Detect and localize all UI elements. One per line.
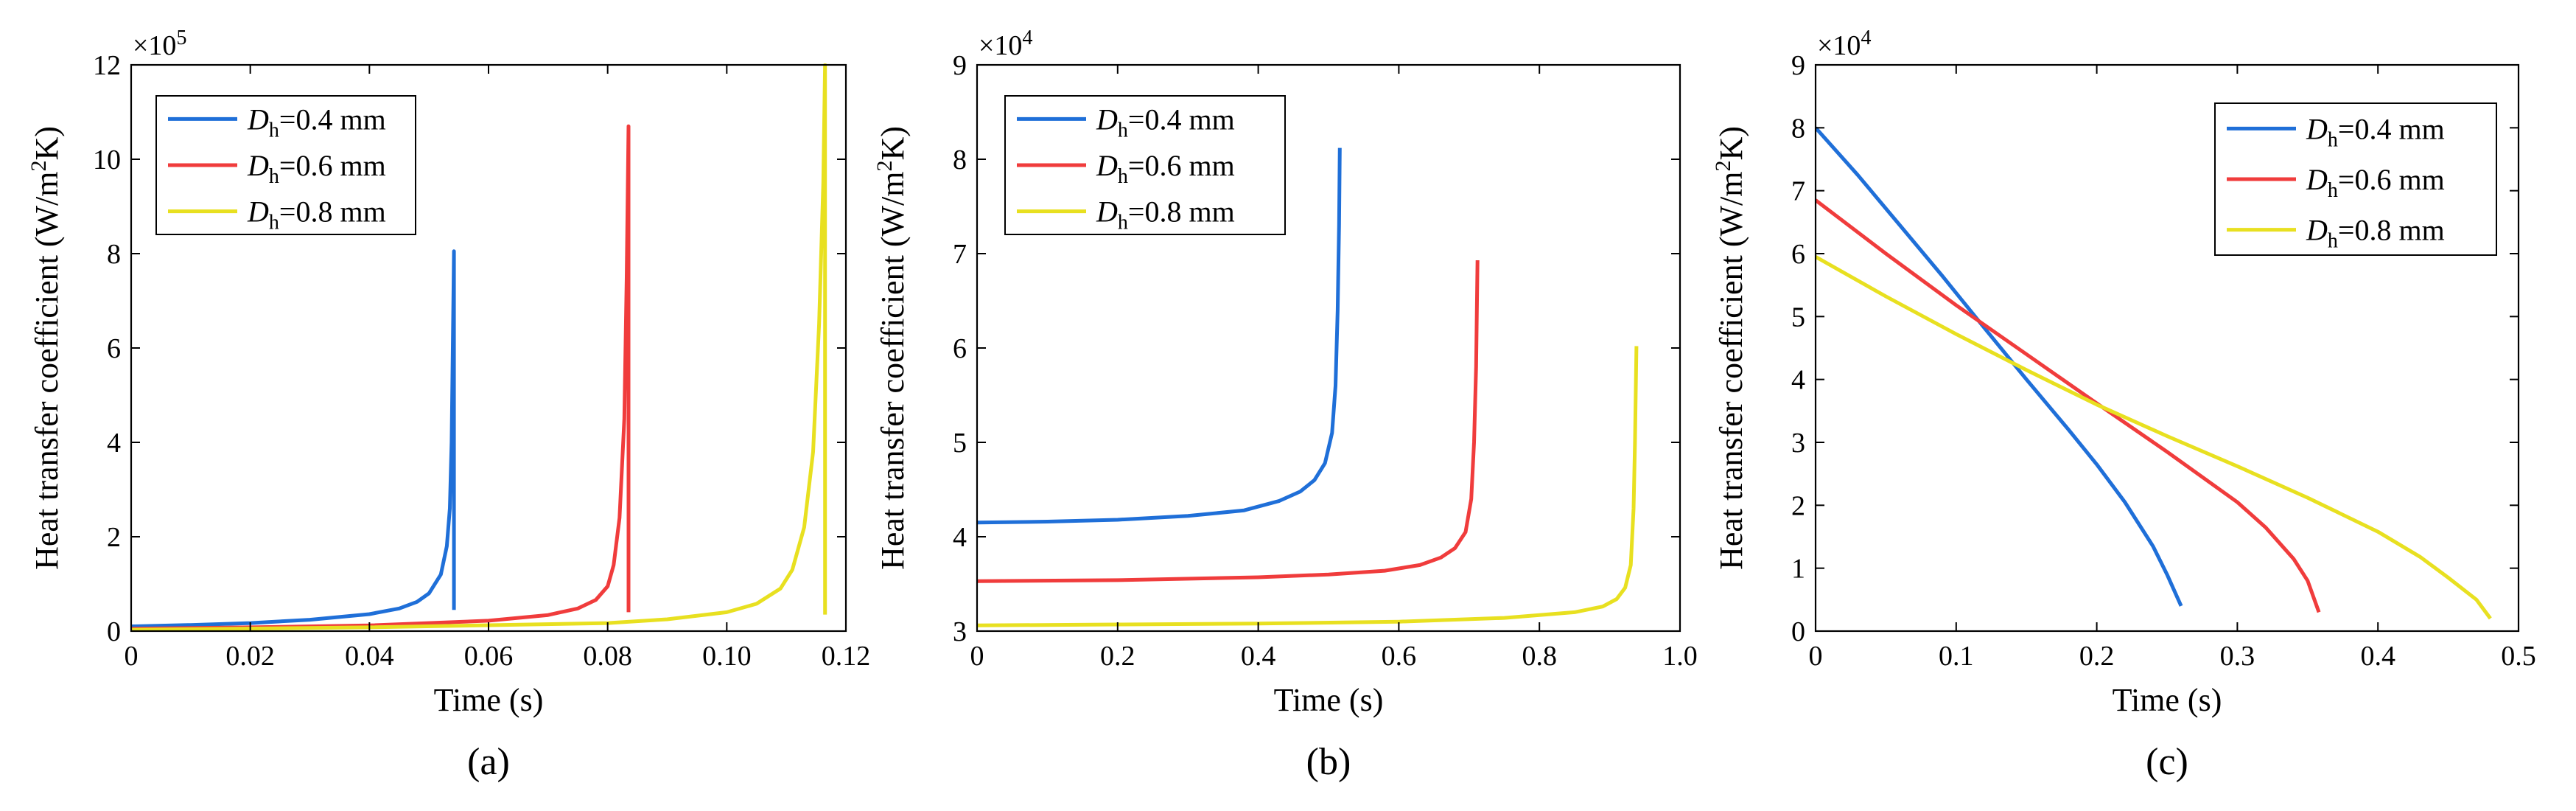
y-tick-label: 5 [953,428,967,459]
y-tick-label: 9 [1791,50,1805,81]
y-tick-label: 0 [1791,616,1805,647]
x-tick-label: 0.5 [2501,641,2536,672]
y-tick-label: 10 [93,145,121,175]
y-tick-label: 0 [107,616,121,647]
x-axis-label: Time (s) [2113,682,2222,718]
legend-entry: Dh=0.8 mm [247,195,386,234]
legend: Dh=0.4 mm Dh=0.6 mm Dh=0.8 mm [2214,102,2497,256]
y-multiplier: ×104 [1817,27,1871,61]
y-axis-label: Heat transfer coefficient (W/m2K) [1711,126,1749,570]
chart-panel-3: 0 0.1 0.2 0.3 0.4 0.5 0 1 2 3 4 5 6 7 8 9 ×104 Time (s) He… [1711,27,2536,783]
y-tick-label: 2 [107,522,121,553]
y-tick-label: 8 [1791,113,1805,144]
x-tick-label: 0.2 [1100,641,1135,672]
y-multiplier: ×104 [979,27,1032,61]
legend-entry: Dh=0.4 mm [2306,112,2445,151]
x-tick-label: 0.6 [1382,641,1417,672]
y-tick-label: 6 [953,333,967,364]
x-axis-label: Time (s) [434,682,544,718]
y-tick-label: 7 [1791,176,1805,207]
series-line-2 [131,124,631,631]
series-line-1 [1816,126,2183,607]
x-tick-label: 0.2 [2079,641,2115,672]
y-multiplier: ×105 [133,27,186,61]
y-tick-label: 4 [1791,365,1805,396]
y-tick-label: 8 [107,239,121,270]
legend-entry: Dh=0.4 mm [247,102,386,142]
panel-label: (b) [1306,741,1351,783]
y-tick-label: 4 [953,522,967,553]
x-tick-label: 0.3 [2220,641,2255,672]
x-tick-label: 1.0 [1662,641,1698,672]
series-line-1 [977,147,1342,525]
series-line-3 [1816,255,2492,620]
x-tick-label: 0.12 [822,641,871,672]
y-tick-label: 1 [1791,554,1805,585]
x-tick-label: 0.04 [345,641,394,672]
series-line-1 [131,249,456,629]
y-tick-label: 5 [1791,302,1805,333]
x-tick-label: 0.1 [1939,641,1974,672]
series-line-2 [977,260,1480,583]
x-tick-label: 0.8 [1522,641,1557,672]
legend-entry: Dh=0.4 mm [1096,102,1235,142]
x-tick-label: 0.10 [702,641,752,672]
y-tick-label: 9 [953,50,967,81]
x-tick-label: 0.08 [583,641,632,672]
x-tick-label: 0.06 [464,641,514,672]
y-tick-label: 6 [107,333,121,364]
plot-frame [1814,63,2520,633]
series-line-2 [1816,198,2321,613]
legend-entry: Dh=0.6 mm [1096,149,1235,188]
x-tick-label: 0.4 [2360,641,2395,672]
y-axis-label: Heat transfer coefficient (W/m2K) [27,126,65,570]
x-tick-label: 0 [125,641,139,672]
series-line-3 [131,63,827,632]
y-tick-label: 7 [953,239,967,270]
x-tick-label: 0.02 [225,641,275,672]
chart-panel-2: 0 0.2 0.4 0.6 0.8 1.0 3 4 5 6 7 8 9 ×104 Time (s) Heat … [872,27,1698,783]
x-tick-label: 0 [1809,641,1823,672]
x-axis-label: Time (s) [1274,682,1384,718]
chart-panel-1: 0 0.02 0.04 0.06 0.08 0.10 0.12 0 2 4 6 8 10 12 ×105 Ti… [27,27,870,783]
y-tick-label: 3 [953,616,967,647]
panel-label: (a) [467,741,510,783]
y-tick-label: 3 [1791,428,1805,459]
y-tick-label: 6 [1791,239,1805,270]
legend-entry: Dh=0.8 mm [1096,195,1235,234]
x-tick-label: 0 [970,641,984,672]
legend-entry: Dh=0.6 mm [247,149,386,188]
y-axis-label: Heat transfer coefficient (W/m2K) [872,126,911,570]
x-tick-label: 0.4 [1241,641,1276,672]
y-tick-label: 2 [1791,490,1805,521]
legend: Dh=0.4 mm Dh=0.6 mm Dh=0.8 mm [155,95,416,235]
y-tick-label: 4 [107,428,121,459]
legend-entry: Dh=0.6 mm [2306,163,2445,202]
legend: Dh=0.4 mm Dh=0.6 mm Dh=0.8 mm [1004,95,1286,235]
panel-label: (c) [2146,741,2188,783]
legend-entry: Dh=0.8 mm [2306,214,2445,253]
y-tick-label: 8 [953,145,967,175]
y-tick-label: 12 [93,50,121,81]
